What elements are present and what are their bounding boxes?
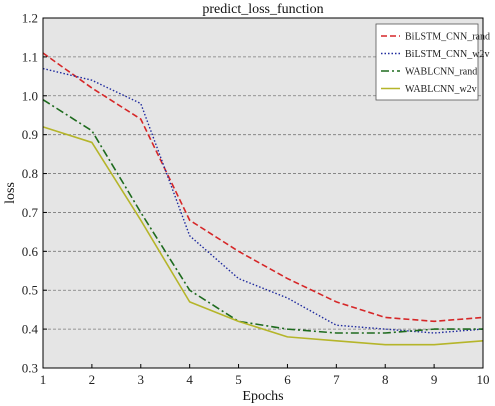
plot-frame (42, 17, 484, 369)
y-tick-label: 1.2 (22, 11, 38, 26)
series-line-bilstm-cnn-w2v (42, 67, 484, 334)
axis-ticks: 0.3 0.4 0.5 0.6 0.7 0.8 0.9 1.0 1.1 1.2 1 2 3 4 5 6 7 8 9 1… (22, 11, 490, 388)
x-tick-label: 9 (431, 372, 438, 387)
y-tick-label: 0.3 (22, 361, 38, 376)
y-tick-label: 0.5 (22, 283, 38, 298)
chart-title: predict_loss_function (202, 2, 323, 17)
x-tick-label: 5 (235, 372, 242, 387)
legend-label: BiLSTM_CNN_rand (405, 32, 490, 43)
y-tick-label: 0.9 (22, 127, 38, 142)
y-tick-label: 0.6 (22, 244, 39, 259)
series-line-wablcnn-rand (42, 98, 483, 334)
x-tick-label: 1 (40, 372, 47, 387)
legend-label: WABLCNN_w2v (405, 84, 477, 95)
y-tick-label: 0.4 (22, 322, 39, 337)
x-tick-label: 8 (382, 372, 389, 387)
legend-label: BiLSTM_CNN_w2v (405, 49, 489, 60)
y-tick-label: 0.7 (22, 205, 39, 220)
series-line-wablcnn-w2v (42, 126, 484, 346)
y-tick-label: 1.1 (22, 49, 38, 64)
y-tick-label: 1.0 (22, 88, 38, 103)
x-tick-label: 3 (138, 372, 145, 387)
series-lines (42, 52, 484, 346)
y-axis-label: loss (3, 182, 18, 204)
x-tick-label: 4 (186, 372, 193, 387)
x-tick-label: 7 (333, 372, 340, 387)
x-tick-label: 2 (89, 372, 96, 387)
legend-label: WABLCNN_rand (405, 67, 477, 78)
x-axis-label: Epochs (242, 389, 283, 404)
x-tick-label: 10 (477, 372, 490, 387)
series-line-bilstm-cnn-rand (42, 52, 484, 323)
x-tick-label: 6 (284, 372, 291, 387)
y-tick-label: 0.8 (22, 166, 38, 181)
legend: BiLSTM_CNN_rand BiLSTM_CNN_w2v WABLCNN_ran… (375, 23, 490, 101)
